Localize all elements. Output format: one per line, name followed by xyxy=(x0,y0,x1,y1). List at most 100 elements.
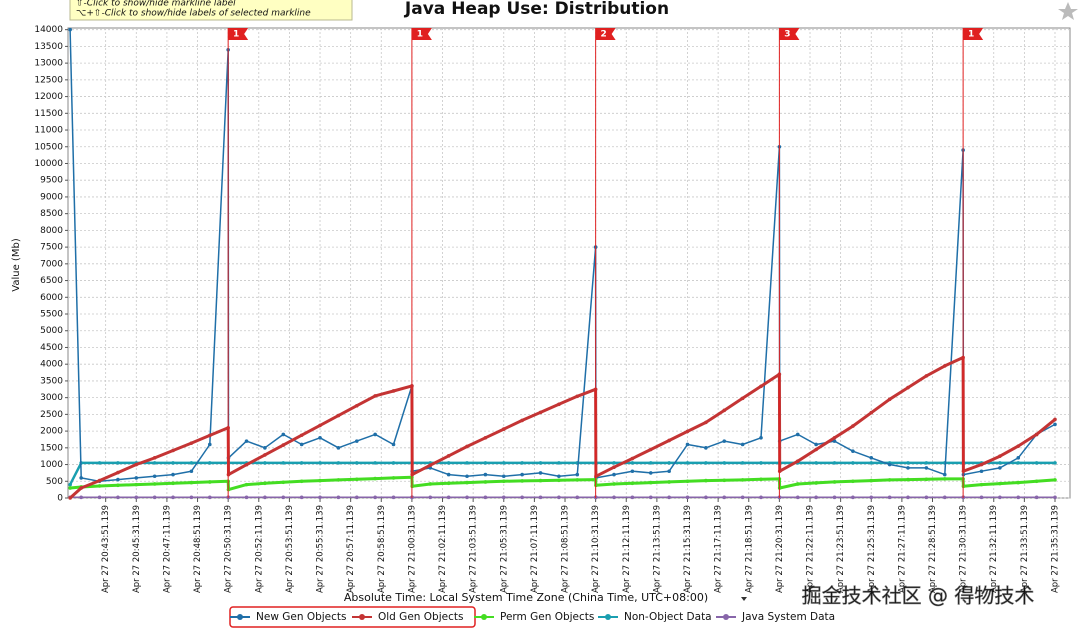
data-point xyxy=(814,442,818,447)
data-point xyxy=(924,466,929,470)
y-tick-label: 500 xyxy=(46,477,63,487)
x-tick-label: Apr 27 20:53:51.139 xyxy=(285,505,295,593)
data-point xyxy=(483,435,488,440)
y-tick-label: 12500 xyxy=(34,75,63,85)
data-point xyxy=(1053,417,1057,422)
data-point xyxy=(1016,461,1021,465)
data-point xyxy=(171,448,175,453)
data-point xyxy=(116,483,120,488)
data-point xyxy=(538,495,543,500)
data-point xyxy=(814,461,818,465)
data-point xyxy=(1053,461,1057,465)
data-point xyxy=(630,469,635,474)
data-point xyxy=(557,495,561,500)
data-point xyxy=(557,474,561,479)
data-point xyxy=(68,486,72,490)
data-point xyxy=(740,495,745,500)
markline-label: 2 xyxy=(601,30,607,40)
data-point xyxy=(263,481,267,486)
data-point xyxy=(740,461,745,465)
y-tick-label: 1000 xyxy=(40,460,63,470)
dropdown-arrow[interactable] xyxy=(741,597,747,601)
y-tick-label: 5500 xyxy=(40,310,63,320)
data-point xyxy=(832,439,837,443)
data-point xyxy=(189,469,194,474)
y-tick-label: 1500 xyxy=(40,443,63,453)
x-tick-label: Apr 27 21:32:11.139 xyxy=(989,505,999,593)
data-point xyxy=(152,482,157,486)
legend-marker xyxy=(237,614,243,620)
data-point xyxy=(630,456,635,461)
data-point xyxy=(557,478,561,483)
data-point xyxy=(465,495,469,500)
data-point xyxy=(887,495,892,500)
data-point xyxy=(318,435,322,440)
data-point xyxy=(924,374,929,378)
data-point xyxy=(814,481,818,485)
data-point xyxy=(520,479,524,483)
data-point xyxy=(465,480,469,485)
data-point xyxy=(207,461,212,465)
data-point xyxy=(281,443,286,447)
data-point xyxy=(281,461,286,465)
x-axis-label: Absolute Time: Local System Time Zone (C… xyxy=(344,591,708,604)
data-point xyxy=(906,461,910,465)
x-tick-label: Apr 27 21:33:51.139 xyxy=(1020,505,1030,593)
data-point xyxy=(612,495,616,500)
y-tick-label: 14000 xyxy=(34,25,63,35)
x-tick-label: Apr 27 20:50:31.139 xyxy=(224,505,234,593)
data-point xyxy=(501,495,506,500)
data-point xyxy=(189,441,194,445)
data-point xyxy=(189,495,194,500)
data-point xyxy=(354,495,359,500)
data-point xyxy=(97,495,102,500)
data-point xyxy=(281,480,286,485)
data-point xyxy=(299,461,304,465)
data-point xyxy=(501,479,506,484)
data-point xyxy=(630,481,635,486)
legend-marker xyxy=(481,614,487,620)
data-point xyxy=(134,495,139,500)
data-point xyxy=(391,389,396,393)
data-point xyxy=(520,495,524,500)
data-point xyxy=(501,461,506,465)
data-point xyxy=(354,403,359,408)
data-point xyxy=(1034,495,1039,500)
data-point xyxy=(207,480,212,484)
data-point xyxy=(152,461,157,465)
data-point xyxy=(152,456,157,460)
data-point xyxy=(391,495,396,500)
data-point xyxy=(244,462,249,467)
data-point xyxy=(722,439,727,443)
data-point xyxy=(740,396,745,401)
data-point xyxy=(354,461,359,465)
data-point xyxy=(685,461,690,465)
star-icon[interactable] xyxy=(1058,2,1078,20)
x-tick-label: Apr 27 21:28:51.139 xyxy=(928,505,938,593)
data-point xyxy=(391,476,396,480)
data-point xyxy=(299,495,304,500)
data-point xyxy=(630,495,635,500)
y-tick-label: 4000 xyxy=(40,360,63,370)
data-point xyxy=(152,474,157,479)
x-tick-label: Apr 27 21:13:51.139 xyxy=(652,505,662,593)
hint: ⌥+⇧-Click to show/hide labels of selecte… xyxy=(76,9,311,19)
data-point xyxy=(869,456,874,460)
data-point xyxy=(68,27,72,32)
data-point xyxy=(79,495,83,500)
x-tick-label: Apr 27 21:30:31.139 xyxy=(959,505,969,593)
data-point xyxy=(906,466,910,470)
data-point xyxy=(832,480,837,484)
data-point xyxy=(704,478,708,483)
data-point xyxy=(906,495,910,500)
data-point xyxy=(575,394,580,399)
x-tick-label: Apr 27 20:45:31.139 xyxy=(132,505,142,593)
data-point xyxy=(318,478,322,483)
x-tick-label: Apr 27 20:48:51.139 xyxy=(193,505,203,593)
data-point xyxy=(189,480,194,485)
data-point xyxy=(189,461,194,465)
y-tick-label: 6500 xyxy=(40,276,63,286)
data-point xyxy=(814,495,818,500)
data-point xyxy=(446,481,451,486)
